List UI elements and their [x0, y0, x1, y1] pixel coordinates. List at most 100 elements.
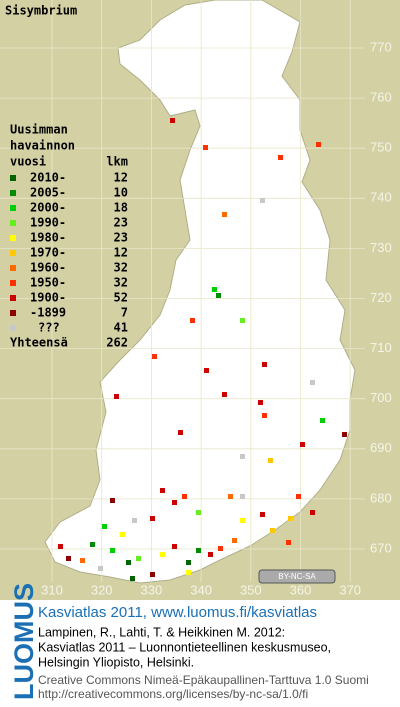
- record-square: [160, 552, 165, 557]
- legend-swatch: [10, 175, 16, 181]
- record-square: [114, 394, 119, 399]
- legend-label: 1970-: [30, 246, 66, 260]
- legend-swatch: [10, 220, 16, 226]
- record-square: [90, 542, 95, 547]
- record-square: [288, 516, 293, 521]
- record-square: [110, 548, 115, 553]
- record-square: [190, 318, 195, 323]
- legend-count: 18: [114, 201, 128, 215]
- legend-label: -1899: [30, 306, 66, 320]
- legend-swatch: [10, 265, 16, 271]
- legend-label: 1900-: [30, 291, 66, 305]
- finland: [44, 0, 356, 584]
- y-tick-label: 680: [370, 490, 392, 505]
- record-square: [132, 518, 137, 523]
- y-tick-label: 730: [370, 240, 392, 255]
- record-square: [320, 418, 325, 423]
- record-square: [262, 413, 267, 418]
- record-square: [102, 524, 107, 529]
- legend-heading: havainnon: [10, 139, 75, 153]
- record-square: [170, 118, 175, 123]
- legend-count: 41: [114, 321, 128, 335]
- record-square: [258, 400, 263, 405]
- record-square: [296, 494, 301, 499]
- record-square: [203, 145, 208, 150]
- record-square: [310, 380, 315, 385]
- record-square: [126, 560, 131, 565]
- legend-label: ???: [38, 321, 60, 335]
- record-square: [172, 500, 177, 505]
- record-square: [204, 368, 209, 373]
- citation: Helsingin Yliopisto, Helsinki.: [38, 655, 194, 669]
- legend-count: 12: [114, 171, 128, 185]
- legend-label: 2005-: [30, 186, 66, 200]
- legend-swatch: [10, 190, 16, 196]
- record-square: [136, 556, 141, 561]
- legend-count: 7: [121, 306, 128, 320]
- record-square: [196, 510, 201, 515]
- record-square: [150, 572, 155, 577]
- y-tick-label: 770: [370, 39, 392, 54]
- record-square: [262, 362, 267, 367]
- legend-total-label: Yhteensä: [10, 336, 68, 350]
- record-square: [260, 512, 265, 517]
- record-square: [160, 488, 165, 493]
- record-square: [150, 516, 155, 521]
- x-tick-label: 360: [290, 582, 312, 597]
- record-square: [98, 566, 103, 571]
- record-square: [222, 392, 227, 397]
- legend-heading: vuosi: [10, 155, 46, 169]
- x-tick-label: 340: [190, 582, 212, 597]
- record-square: [240, 518, 245, 523]
- record-square: [228, 494, 233, 499]
- record-square: [208, 552, 213, 557]
- x-tick-label: 320: [91, 582, 113, 597]
- record-square: [110, 498, 115, 503]
- record-square: [240, 318, 245, 323]
- record-square: [186, 570, 191, 575]
- legend-label: 1950-: [30, 276, 66, 290]
- footer: [0, 600, 400, 702]
- record-square: [66, 556, 71, 561]
- legend-heading: Uusimman: [10, 123, 68, 137]
- legend-label: 1980-: [30, 231, 66, 245]
- record-square: [240, 494, 245, 499]
- legend-swatch: [10, 310, 16, 316]
- legend-count: 23: [114, 216, 128, 230]
- record-square: [80, 558, 85, 563]
- license-badge: [258, 569, 336, 584]
- map-title: Sisymbrium: [5, 4, 77, 18]
- legend-label: 2010-: [30, 171, 66, 185]
- y-tick-label: 720: [370, 290, 392, 305]
- record-square: [232, 538, 237, 543]
- record-square: [152, 354, 157, 359]
- record-square: [270, 528, 275, 533]
- x-tick-label: 330: [141, 582, 163, 597]
- legend-label: 1960-: [30, 261, 66, 275]
- y-tick-label: 760: [370, 90, 392, 105]
- record-square: [130, 576, 135, 581]
- footer-heading: Kasviatlas 2011, www.luomus.fi/kasviatla…: [38, 604, 317, 621]
- legend-swatch: [10, 250, 16, 256]
- citation: Kasviatlas 2011 – Luonnontieteellinen ke…: [38, 640, 331, 654]
- y-tick-label: 670: [370, 540, 392, 555]
- legend-total: 262: [106, 336, 128, 350]
- record-square: [310, 510, 315, 515]
- record-square: [212, 287, 217, 292]
- legend-count: 32: [114, 261, 128, 275]
- y-tick-label: 690: [370, 440, 392, 455]
- record-square: [178, 430, 183, 435]
- y-tick-label: 740: [370, 190, 392, 205]
- x-tick-label: 350: [240, 582, 262, 597]
- legend-swatch: [10, 235, 16, 241]
- license-badge-text: BY-NC-SA: [278, 572, 316, 581]
- record-square: [218, 546, 223, 551]
- record-square: [240, 454, 245, 459]
- record-square: [120, 532, 125, 537]
- record-square: [172, 544, 177, 549]
- legend: Uusimman havainnon vuosi lkm 2010- 12 2005- 10 2…: [10, 123, 128, 350]
- legend-swatch: [10, 295, 16, 301]
- record-square: [260, 198, 265, 203]
